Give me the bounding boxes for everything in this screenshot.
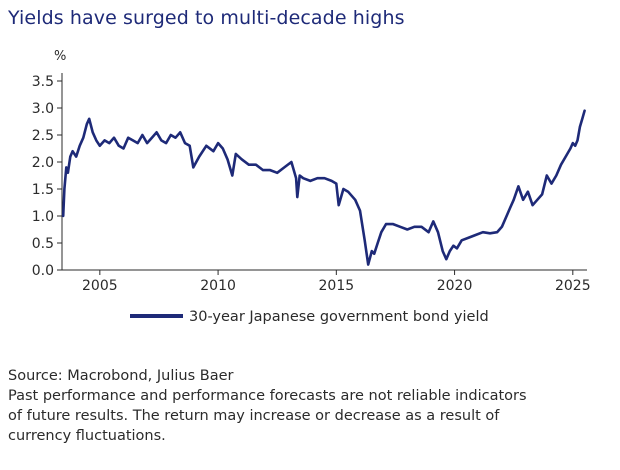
legend: 30-year Japanese government bond yield: [130, 309, 489, 325]
x-tick-label: 2025: [555, 278, 591, 294]
x-tick-label: 2010: [200, 278, 236, 294]
series-line: [61, 109, 586, 266]
disclaimer-line: Past performance and performance forecas…: [8, 388, 527, 404]
chart-notes: Source: Macrobond, Julius Baer Past perf…: [8, 366, 612, 446]
y-tick-label: 0.0: [32, 263, 54, 279]
source-note: Source: Macrobond, Julius Baer: [8, 368, 234, 384]
x-tick-label: 2015: [319, 278, 355, 294]
y-tick-label: 2.0: [32, 155, 54, 171]
disclaimer-line: of future results. The return may increa…: [8, 408, 500, 424]
y-tick-label: 3.0: [32, 101, 54, 117]
x-tick-label: 2005: [82, 278, 118, 294]
disclaimer-line: currency fluctuations.: [8, 428, 166, 444]
y-tick-label: 1.5: [32, 182, 54, 198]
y-tick-label: 3.5: [32, 74, 54, 90]
y-unit-label: %: [54, 49, 66, 64]
y-axis: 0.0 0.5 1.0 1.5 2.0 2.5 3.0 3.5: [32, 73, 63, 279]
x-tick-label: 2020: [437, 278, 473, 294]
chart-title: Yields have surged to multi-decade highs: [8, 7, 405, 29]
x-axis: 2005 2010 2015 2020 2025: [62, 269, 591, 294]
legend-label: 30-year Japanese government bond yield: [189, 309, 489, 325]
y-tick-label: 2.5: [32, 128, 54, 144]
plot-area: [61, 109, 586, 266]
y-tick-label: 1.0: [32, 209, 54, 225]
y-tick-label: 0.5: [32, 236, 54, 252]
